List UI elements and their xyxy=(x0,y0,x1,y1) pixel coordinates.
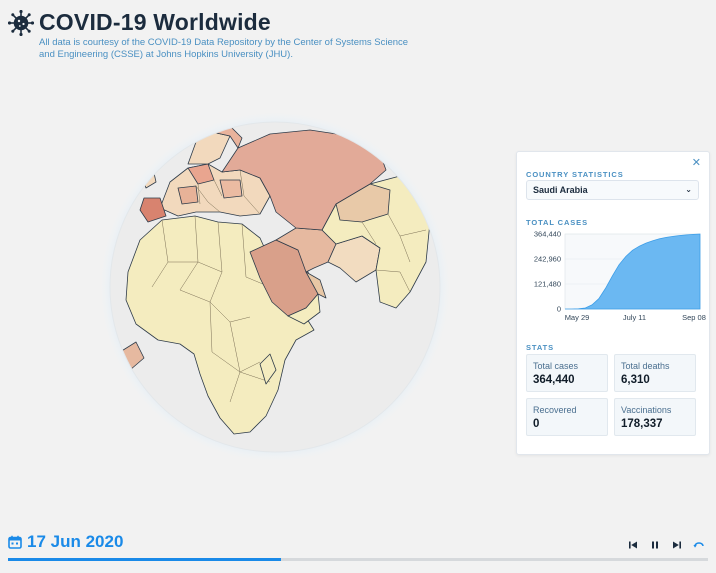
page-subtitle: All data is courtesy of the COVID-19 Dat… xyxy=(39,37,409,60)
country-statistics-label: COUNTRY STATISTICS xyxy=(526,170,624,179)
virus-icon xyxy=(8,10,34,36)
stat-total-cases: Total cases 364,440 xyxy=(526,354,608,392)
total-cases-chart: 364,440 242,960 121,480 0 May 29 July 11 Sep 0… xyxy=(534,230,706,323)
chart-y-tick: 364,440 xyxy=(534,230,561,239)
page-title: COVID-19 Worldwide xyxy=(39,9,271,35)
stat-value: 178,337 xyxy=(621,418,663,430)
chevron-down-icon: ⌄ xyxy=(685,185,692,194)
region-russia[interactable] xyxy=(221,129,387,231)
playback-controls xyxy=(626,538,706,552)
chart-series-area xyxy=(565,233,701,310)
stat-total-deaths: Total deaths 6,310 xyxy=(614,354,696,392)
stat-value: 6,310 xyxy=(621,374,650,386)
stat-vaccinations: Vaccinations 178,337 xyxy=(614,398,696,436)
chart-y-tick: 242,960 xyxy=(534,255,561,264)
country-stats-panel: ✕ COUNTRY STATISTICS Saudi Arabia ⌄ TOTA… xyxy=(516,151,710,455)
country-select[interactable]: Saudi Arabia ⌄ xyxy=(526,180,699,200)
timeline-slider[interactable] xyxy=(8,558,708,561)
stat-value: 364,440 xyxy=(533,374,575,386)
close-icon[interactable]: ✕ xyxy=(691,157,701,169)
stat-label: Total cases xyxy=(533,361,579,371)
globe[interactable] xyxy=(100,112,450,462)
chart-y-tick: 0 xyxy=(557,305,561,314)
calendar-icon xyxy=(8,535,22,549)
chart-x-tick: Sep 08 xyxy=(682,313,706,322)
total-cases-label: TOTAL CASES xyxy=(526,218,588,227)
stats-label: STATS xyxy=(526,343,554,352)
chart-x-tick: May 29 xyxy=(565,313,590,322)
stat-recovered: Recovered 0 xyxy=(526,398,608,436)
skip-back-icon[interactable] xyxy=(626,538,640,552)
skip-forward-icon[interactable] xyxy=(670,538,684,552)
stat-label: Recovered xyxy=(533,405,577,415)
stat-label: Vaccinations xyxy=(621,405,672,415)
loop-icon[interactable] xyxy=(692,538,706,552)
timeline-progress xyxy=(8,558,281,561)
current-date: 17 Jun 2020 xyxy=(27,532,124,551)
chart-x-tick: July 11 xyxy=(623,313,646,322)
pause-icon[interactable] xyxy=(648,538,662,552)
country-select-value: Saudi Arabia xyxy=(533,185,588,195)
stat-value: 0 xyxy=(533,418,540,430)
chart-y-tick: 121,480 xyxy=(534,280,561,289)
stat-label: Total deaths xyxy=(621,361,670,371)
